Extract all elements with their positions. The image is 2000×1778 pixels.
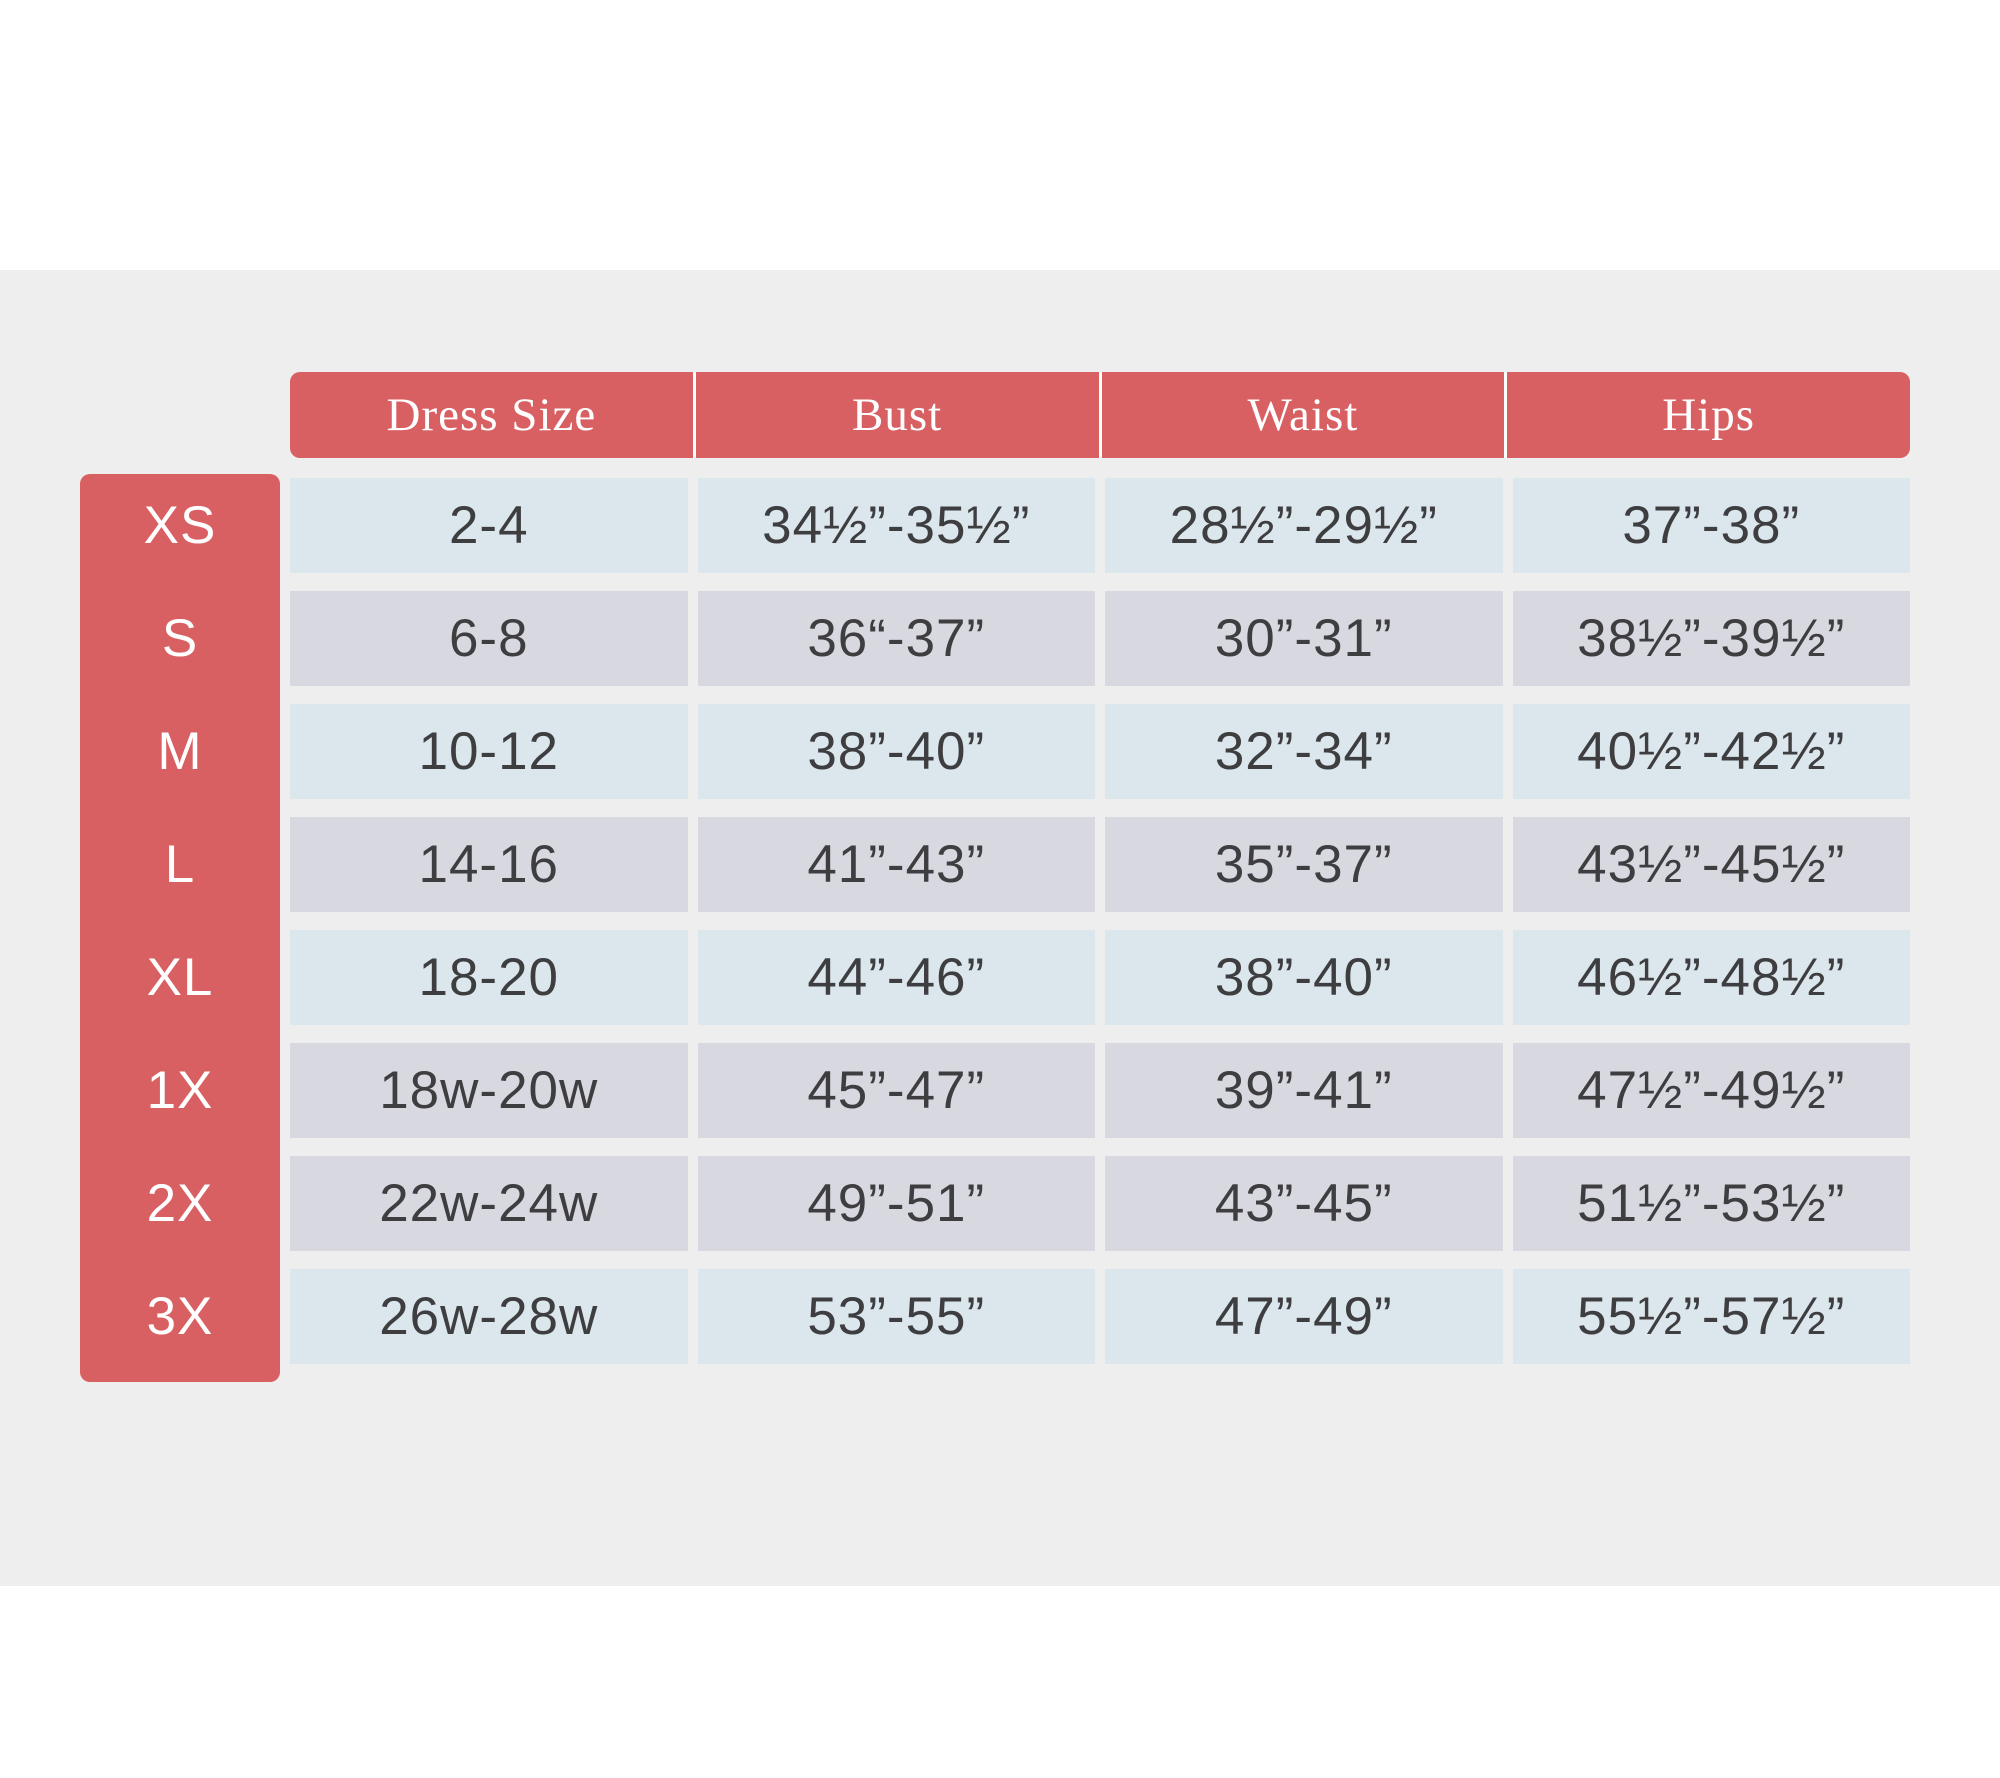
cell-hips: 40½”-42½” <box>1512 704 1910 799</box>
cell-waist: 38”-40” <box>1105 930 1503 1025</box>
table-row: 22w-24w 49”-51” 43”-45” 51½”-53½” <box>290 1156 1910 1251</box>
cell-dress-size: 18w-20w <box>290 1043 688 1138</box>
cell-waist: 43”-45” <box>1105 1156 1503 1251</box>
cell-waist: 30”-31” <box>1105 591 1503 686</box>
cell-waist: 35”-37” <box>1105 817 1503 912</box>
cell-dress-size: 10-12 <box>290 704 688 799</box>
cell-hips: 47½”-49½” <box>1512 1043 1910 1138</box>
cell-bust: 34½”-35½” <box>697 478 1095 573</box>
cell-bust: 45”-47” <box>697 1043 1095 1138</box>
cell-bust: 38”-40” <box>697 704 1095 799</box>
table-row: 18w-20w 45”-47” 39”-41” 47½”-49½” <box>290 1043 1910 1138</box>
cell-dress-size: 18-20 <box>290 930 688 1025</box>
cell-bust: 44”-46” <box>697 930 1095 1025</box>
cell-bust: 49”-51” <box>697 1156 1095 1251</box>
cell-bust: 41”-43” <box>697 817 1095 912</box>
cell-hips: 43½”-45½” <box>1512 817 1910 912</box>
cell-bust: 53”-55” <box>697 1269 1095 1364</box>
background-panel <box>0 270 2000 1586</box>
cell-waist: 39”-41” <box>1105 1043 1503 1138</box>
cell-dress-size: 6-8 <box>290 591 688 686</box>
cell-dress-size: 22w-24w <box>290 1156 688 1251</box>
column-header-dress-size: Dress Size <box>290 372 696 458</box>
cell-bust: 36“-37” <box>697 591 1095 686</box>
table-header-row: Dress Size Bust Waist Hips <box>290 372 1910 458</box>
cell-waist: 32”-34” <box>1105 704 1503 799</box>
size-label-xs: XS <box>143 496 217 555</box>
size-label-3x: 3X <box>146 1287 214 1346</box>
cell-hips: 55½”-57½” <box>1512 1269 1910 1364</box>
cell-hips: 46½”-48½” <box>1512 930 1910 1025</box>
size-label-l: L <box>164 835 196 894</box>
table-row: 10-12 38”-40” 32”-34” 40½”-42½” <box>290 704 1910 799</box>
table-row: 2-4 34½”-35½” 28½”-29½” 37”-38” <box>290 478 1910 573</box>
size-label-m: M <box>157 722 203 781</box>
size-label-column: XS S M L XL 1X 2X 3X <box>80 474 280 1382</box>
column-header-hips: Hips <box>1662 389 1756 441</box>
table-row: 14-16 41”-43” 35”-37” 43½”-45½” <box>290 817 1910 912</box>
cell-hips: 37”-38” <box>1512 478 1910 573</box>
cell-waist: 47”-49” <box>1105 1269 1503 1364</box>
cell-hips: 51½”-53½” <box>1512 1156 1910 1251</box>
cell-waist: 28½”-29½” <box>1105 478 1503 573</box>
size-label-2x: 2X <box>146 1174 214 1233</box>
cell-dress-size: 26w-28w <box>290 1269 688 1364</box>
column-header-waist: Waist <box>1102 372 1508 458</box>
size-label-s: S <box>161 609 199 668</box>
table-row: 18-20 44”-46” 38”-40” 46½”-48½” <box>290 930 1910 1025</box>
size-label-xl: XL <box>146 948 214 1007</box>
table-row: 26w-28w 53”-55” 47”-49” 55½”-57½” <box>290 1269 1910 1364</box>
size-label-1x: 1X <box>146 1061 214 1120</box>
cell-dress-size: 2-4 <box>290 478 688 573</box>
table-row: 6-8 36“-37” 30”-31” 38½”-39½” <box>290 591 1910 686</box>
cell-hips: 38½”-39½” <box>1512 591 1910 686</box>
cell-dress-size: 14-16 <box>290 817 688 912</box>
column-header-bust: Bust <box>696 372 1102 458</box>
